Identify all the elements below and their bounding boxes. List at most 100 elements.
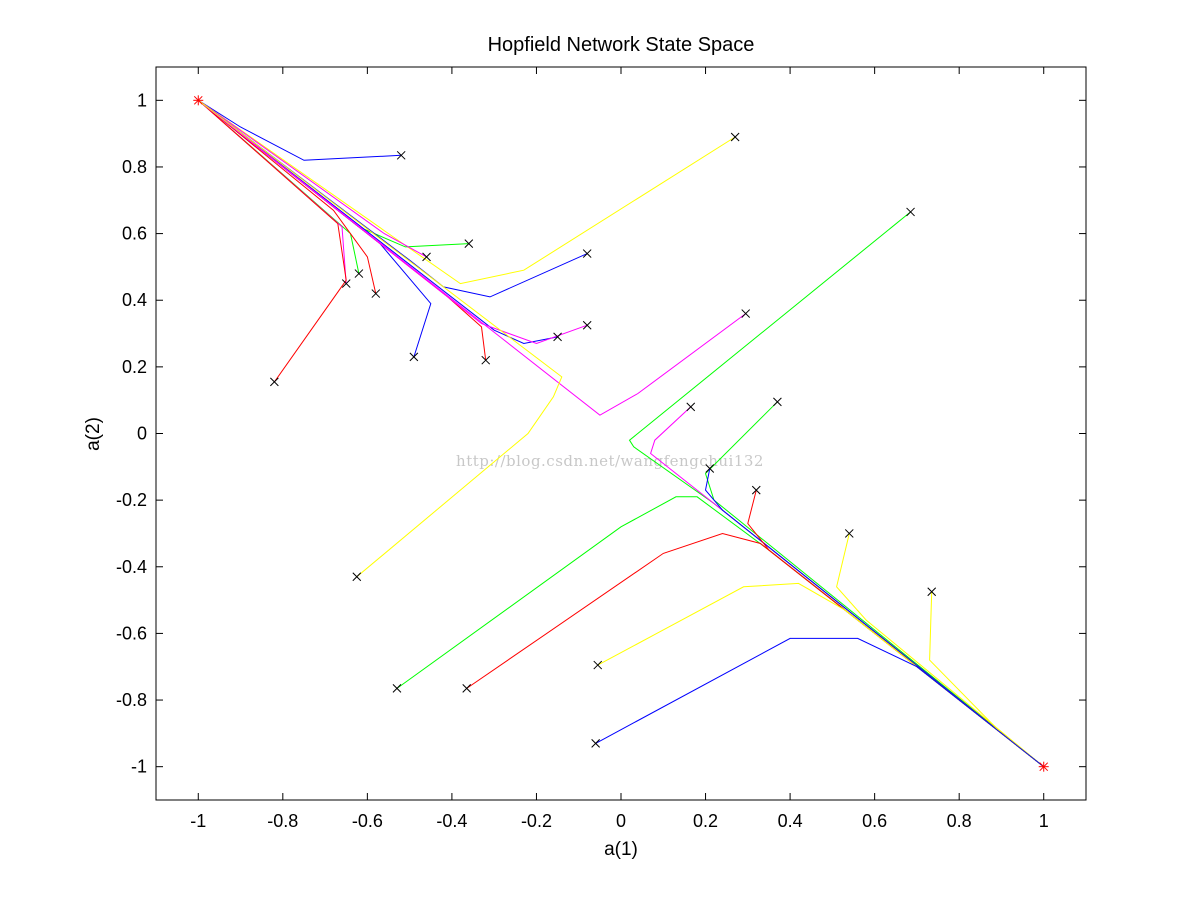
start-marker-8 — [371, 289, 381, 298]
start-marker-stroke — [371, 289, 381, 298]
y-tick-label: 0.2 — [122, 357, 147, 377]
start-marker-stroke — [464, 239, 474, 248]
start-marker-5 — [582, 249, 592, 258]
start-marker-19 — [705, 464, 715, 473]
start-marker-3 — [464, 239, 474, 248]
start-marker-6 — [354, 269, 364, 278]
start-marker-18 — [773, 397, 782, 407]
watermark-text: http://blog.csdn.net/wangfengchui132 — [456, 452, 764, 470]
start-marker-25 — [927, 587, 937, 597]
start-marker-stroke — [906, 207, 915, 217]
x-tick-label: 0.2 — [693, 811, 718, 831]
start-marker-15 — [906, 207, 915, 217]
start-marker-21 — [392, 684, 402, 693]
trajectory-line-8 — [197, 99, 377, 294]
trajectory-line-16 — [197, 99, 563, 578]
chart-title: Hopfield Network State Space — [488, 34, 755, 56]
x-axis: -1 -0.8 -0.6 -0.4 -0.2 0 0.2 0.4 0.6 0.8 1 — [190, 67, 1049, 831]
x-axis-label: a(1) — [604, 839, 638, 860]
start-marker-stroke — [270, 377, 279, 387]
start-marker-16 — [352, 572, 362, 582]
start-marker-stroke — [354, 269, 364, 278]
y-tick-label: -0.4 — [116, 557, 147, 577]
start-marker-26 — [591, 739, 600, 748]
start-marker-stroke — [751, 485, 761, 495]
start-marker-stroke — [553, 332, 562, 342]
x-tick-label: 0 — [616, 811, 626, 831]
y-tick-label: 0.4 — [122, 290, 147, 310]
attractor-marker-1 — [193, 95, 204, 106]
x-tick-label: -0.4 — [436, 811, 467, 831]
start-marker-stroke — [481, 355, 491, 365]
start-marker-stroke — [730, 132, 740, 142]
start-marker-23 — [844, 529, 854, 538]
y-tick-label: 1 — [137, 90, 147, 110]
trajectory-line-24 — [597, 582, 1045, 768]
y-axis-label: a(2) — [83, 417, 104, 451]
start-marker-stroke — [582, 249, 592, 258]
y-tick-label: 0.6 — [122, 224, 147, 244]
start-marker-stroke — [582, 320, 592, 330]
start-marker-17 — [686, 402, 696, 412]
x-tick-label: 0.6 — [862, 811, 887, 831]
start-marker-7 — [341, 279, 351, 288]
start-marker-stroke — [422, 252, 431, 262]
trajectory-markers — [193, 95, 1049, 772]
y-tick-label: 0 — [137, 424, 147, 444]
start-marker-11 — [481, 355, 491, 365]
y-axis: -1 -0.8 -0.6 -0.4 -0.2 0 0.2 0.4 0.6 0.8 1 — [116, 90, 1086, 777]
start-marker-stroke — [409, 352, 419, 362]
trajectory-line-9 — [197, 99, 347, 383]
start-marker-22 — [462, 684, 472, 693]
attractor-stroke — [1039, 762, 1049, 772]
start-marker-stroke — [396, 150, 406, 160]
start-marker-stroke — [341, 279, 351, 288]
trajectory-line-1 — [198, 99, 402, 161]
trajectory-line-2 — [198, 99, 736, 285]
y-tick-label: -0.6 — [116, 623, 147, 643]
start-marker-2 — [730, 132, 740, 142]
trajectory-line-4 — [198, 99, 427, 258]
trajectory-line-19 — [704, 468, 1045, 768]
x-tick-label: -0.8 — [267, 811, 298, 831]
start-marker-stroke — [927, 587, 937, 597]
x-tick-label: -0.6 — [352, 811, 383, 831]
attractor-marker-2 — [1038, 761, 1049, 772]
start-marker-4 — [422, 252, 431, 262]
start-marker-stroke — [844, 529, 854, 538]
x-tick-label: -0.2 — [521, 811, 552, 831]
start-marker-20 — [751, 485, 761, 495]
y-tick-label: -0.2 — [116, 490, 147, 510]
trajectory-line-18 — [704, 401, 1045, 768]
start-marker-stroke — [593, 660, 603, 670]
trajectory-line-26 — [595, 637, 1045, 768]
start-marker-14 — [741, 309, 751, 318]
start-marker-stroke — [591, 739, 600, 748]
y-tick-label: -0.8 — [116, 690, 147, 710]
start-marker-stroke — [773, 397, 782, 407]
start-marker-12 — [553, 332, 562, 342]
x-tick-label: -1 — [190, 811, 206, 831]
start-marker-stroke — [392, 684, 402, 693]
x-tick-label: 0.8 — [947, 811, 972, 831]
start-marker-10 — [409, 352, 419, 362]
start-marker-stroke — [462, 684, 472, 693]
x-tick-label: 1 — [1039, 811, 1049, 831]
start-marker-stroke — [741, 309, 751, 318]
start-marker-9 — [270, 377, 279, 387]
start-marker-stroke — [686, 402, 696, 412]
start-marker-13 — [582, 320, 592, 330]
trajectory-line-14 — [197, 99, 746, 416]
trajectory-series — [197, 99, 1045, 768]
y-tick-label: -1 — [131, 757, 147, 777]
y-tick-label: 0.8 — [122, 157, 147, 177]
start-marker-1 — [396, 150, 406, 160]
start-marker-stroke — [352, 572, 362, 582]
attractor-stroke — [193, 95, 203, 105]
trajectory-line-23 — [836, 533, 1045, 768]
start-marker-stroke — [705, 464, 715, 473]
x-tick-label: 0.4 — [778, 811, 803, 831]
start-marker-24 — [593, 660, 603, 670]
